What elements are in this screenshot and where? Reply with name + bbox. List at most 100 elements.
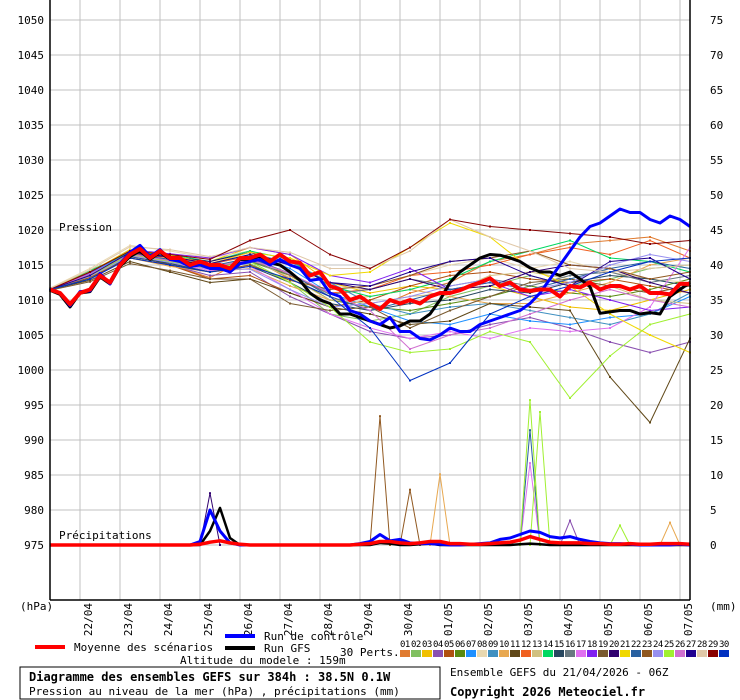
perturbation-23-pressure-point	[89, 276, 91, 279]
perturbation-26-pressure-point	[609, 288, 611, 291]
perturbation-color-swatch	[455, 650, 465, 657]
perturbation-08-pressure-point	[129, 244, 131, 247]
copyright: Copyright 2026 Meteociel.fr	[450, 685, 645, 699]
right-tick-label: 60	[710, 119, 723, 132]
perturbation-24-pressure-point	[609, 264, 611, 266]
perturbation-14-pressure-point	[489, 260, 491, 263]
perturbation-color-swatch	[488, 650, 498, 657]
perturbation-10-precip	[659, 522, 681, 546]
perturbation-28-pressure-point	[289, 251, 291, 254]
perturbation-28-pressure-point	[249, 246, 251, 249]
perturbation-20-precip-point	[219, 544, 221, 546]
perturbation-number: 04	[433, 640, 443, 650]
perturbation-23-precip-point	[389, 544, 391, 546]
perturbation-12-pressure-point	[529, 253, 531, 256]
perturbation-11-pressure-point	[649, 421, 651, 424]
perturbation-04-pressure-point	[649, 351, 651, 354]
perturbation-color-swatch	[675, 650, 685, 657]
perturbation-17-pressure-point	[649, 306, 651, 308]
perturbation-color-swatch	[664, 650, 674, 657]
perturbation-17-pressure-point	[409, 337, 411, 340]
perturbation-29-pressure-point	[489, 225, 491, 228]
x-tick-label: 22/04	[82, 603, 95, 636]
perturbation-06-pressure-point	[609, 295, 611, 298]
perturbation-20-precip	[199, 492, 221, 546]
perturbation-11-pressure-point	[369, 313, 371, 315]
perturbation-number: 13	[532, 640, 542, 650]
perturbation-23-precip-point	[409, 488, 411, 491]
legend-mean-swatch	[35, 645, 65, 649]
perturbation-color-swatch	[521, 650, 531, 657]
pressure-label: Pression	[59, 221, 112, 234]
perturbation-15-pressure-point	[449, 299, 451, 301]
perturbation-24-pressure-point	[409, 295, 411, 298]
perturbation-13-pressure-point	[489, 274, 491, 277]
perturbation-color-swatch	[499, 650, 509, 657]
perturbation-17-pressure-point	[329, 313, 331, 315]
perturbation-color-swatch	[642, 650, 652, 657]
perturbation-26-pressure-point	[369, 309, 371, 312]
perturbation-27-pressure-point	[409, 271, 411, 273]
perturbation-number: 05	[444, 640, 454, 650]
perturbation-09-pressure-point	[449, 306, 451, 308]
perturbation-06-pressure-point	[449, 302, 451, 305]
perturbation-color-swatch	[400, 650, 410, 657]
perturbation-18-pressure-point	[409, 267, 411, 270]
perturbation-15-pressure-point	[409, 302, 411, 305]
left-tick-label: 1045	[18, 49, 45, 62]
perturbation-color-swatch	[620, 650, 630, 657]
perturbation-number: 23	[642, 640, 652, 650]
perturbation-04-pressure-point	[289, 295, 291, 298]
right-tick-label: 5	[710, 504, 717, 517]
perturbation-27-pressure-point	[649, 257, 651, 259]
perturbation-25-pressure-point	[289, 281, 291, 284]
perturbation-11-pressure-point	[89, 279, 91, 282]
perturbation-30-pressure-point	[369, 327, 371, 329]
perturbation-number: 02	[411, 640, 421, 650]
perturbation-25-pressure-point	[649, 323, 651, 326]
perturbation-color-swatch	[532, 650, 542, 657]
perturbation-05-pressure-point	[529, 278, 531, 280]
perturbation-number: 03	[422, 640, 432, 650]
right-axis-unit: (mm)	[710, 600, 737, 613]
perturbation-04-pressure-point	[369, 330, 371, 333]
perturbation-24-pressure-point	[289, 288, 291, 291]
perturbation-17-pressure-point	[569, 330, 571, 333]
perturbation-18-pressure-point	[649, 309, 651, 312]
perturbation-color-swatch	[554, 650, 564, 657]
perturbation-01-pressure-point	[409, 292, 411, 294]
perturbation-05-pressure-point	[369, 299, 371, 301]
perturbation-number: 16	[565, 640, 575, 650]
perturbation-25-precip-point	[539, 411, 541, 413]
x-tick-label: 05/05	[602, 603, 615, 636]
perturbation-29-pressure-point	[529, 229, 531, 231]
right-tick-label: 65	[710, 84, 723, 97]
legend: Moyenne des scénarios Run de contrôle Ru…	[35, 630, 729, 667]
x-tick-label: 03/05	[522, 603, 535, 636]
perturbation-01-pressure-point	[569, 243, 571, 245]
perturbation-16-pressure-point	[569, 274, 571, 277]
perturbation-27-pressure-point	[489, 257, 491, 259]
perturbation-29-pressure-point	[329, 253, 331, 256]
perturbation-23-pressure-point	[289, 279, 291, 282]
title-box	[19, 666, 441, 700]
right-tick-label: 10	[710, 469, 723, 482]
x-tick-label: 06/05	[642, 603, 655, 636]
perturbation-14-pressure-point	[449, 278, 451, 280]
perturbation-04-pressure-point	[209, 274, 211, 277]
perturbation-29-pressure-point	[369, 267, 371, 270]
perturbation-30-pressure-point	[649, 260, 651, 263]
x-tick-label: 23/04	[122, 603, 135, 636]
perturbation-29-pressure-point	[609, 236, 611, 238]
perturbation-23-precip-point	[379, 415, 381, 418]
perturbation-15-pressure-point	[169, 262, 171, 265]
left-tick-label: 1035	[18, 119, 45, 132]
perturbation-17-pressure-point	[609, 327, 611, 329]
perturbation-16-pressure-point	[529, 285, 531, 287]
perturbation-color-swatch	[466, 650, 476, 657]
perturbation-13-pressure-point	[329, 299, 331, 301]
perturbation-number: 20	[609, 640, 619, 650]
perturbation-08-pressure-point	[569, 260, 571, 263]
legend-perts-label: 30 Perts.	[340, 646, 400, 659]
